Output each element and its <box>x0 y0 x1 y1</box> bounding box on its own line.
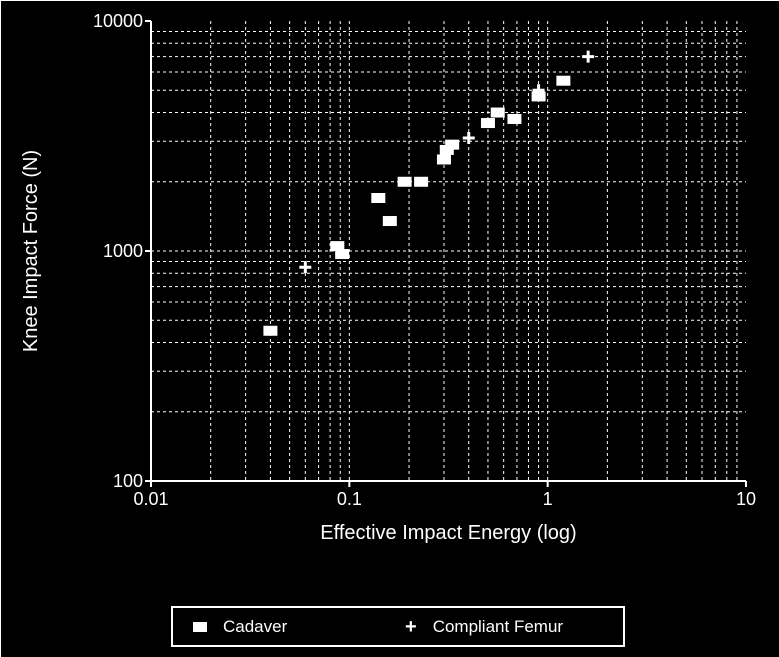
y-tick-label: 1000 <box>103 241 143 261</box>
x-tick-label: 0.01 <box>133 489 168 509</box>
cadaver-point <box>414 176 429 187</box>
compliant-femur-point <box>299 261 312 274</box>
cadaver-point <box>556 75 571 86</box>
legend-label-compliant-femur: Compliant Femur <box>432 616 564 636</box>
x-tick-label: 0.1 <box>337 489 362 509</box>
cadaver-point <box>371 192 386 203</box>
compliant-femur-point <box>462 131 475 144</box>
x-tick-label: 1 <box>543 489 553 509</box>
legend-entry-cadaver: Cadaver <box>193 608 287 645</box>
y-axis-title: Knee Impact Force (N) <box>20 150 42 352</box>
compliant-femur-point <box>532 84 545 97</box>
square-marker-icon <box>193 621 207 632</box>
y-tick-label: 100 <box>113 471 143 491</box>
legend: Cadaver + Compliant Femur <box>171 606 625 647</box>
cadaver-point <box>445 139 460 150</box>
cadaver-point <box>531 91 546 102</box>
cadaver-point <box>480 118 495 129</box>
cadaver-point <box>490 107 505 118</box>
legend-label-cadaver: Cadaver <box>223 616 288 636</box>
plus-marker-icon: + <box>405 615 417 638</box>
cadaver-point <box>507 113 522 124</box>
cadaver-point <box>330 241 345 252</box>
cadaver-point <box>335 249 350 260</box>
y-tick-label: 10000 <box>93 11 143 31</box>
cadaver-point <box>382 216 397 227</box>
x-tick-label: 10 <box>736 489 756 509</box>
scatter-chart: 0.01 0.1 1 10 100 1000 10000 Effective Impact E… <box>20 11 756 544</box>
cadaver-point <box>436 154 451 165</box>
compliant-femur-point <box>582 50 595 63</box>
cadaver-point <box>263 325 278 336</box>
x-axis-title: Effective Impact Energy (log) <box>320 522 576 544</box>
cadaver-point <box>439 144 454 155</box>
legend-entry-compliant-femur: + Compliant Femur <box>405 608 563 645</box>
cadaver-point <box>397 176 412 187</box>
